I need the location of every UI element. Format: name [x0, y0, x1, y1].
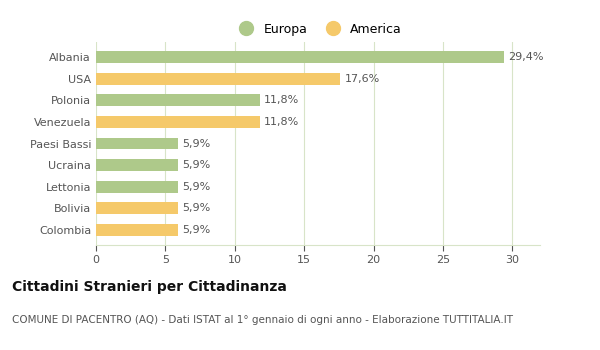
Text: 11,8%: 11,8% — [264, 95, 299, 105]
Text: Cittadini Stranieri per Cittadinanza: Cittadini Stranieri per Cittadinanza — [12, 280, 287, 294]
Bar — [96, 94, 260, 106]
Text: 5,9%: 5,9% — [182, 182, 210, 192]
Bar — [96, 224, 178, 236]
Text: 11,8%: 11,8% — [264, 117, 299, 127]
Text: 5,9%: 5,9% — [182, 225, 210, 235]
Bar — [96, 51, 504, 63]
Text: 5,9%: 5,9% — [182, 160, 210, 170]
Text: 29,4%: 29,4% — [508, 52, 544, 62]
Bar — [96, 159, 178, 171]
Text: COMUNE DI PACENTRO (AQ) - Dati ISTAT al 1° gennaio di ogni anno - Elaborazione T: COMUNE DI PACENTRO (AQ) - Dati ISTAT al … — [12, 315, 513, 325]
Bar — [96, 181, 178, 192]
Legend: Europa, America: Europa, America — [229, 18, 407, 41]
Text: 5,9%: 5,9% — [182, 139, 210, 148]
Bar — [96, 138, 178, 149]
Bar — [96, 73, 340, 85]
Bar — [96, 116, 260, 128]
Text: 17,6%: 17,6% — [344, 74, 380, 84]
Text: 5,9%: 5,9% — [182, 203, 210, 213]
Bar — [96, 202, 178, 214]
